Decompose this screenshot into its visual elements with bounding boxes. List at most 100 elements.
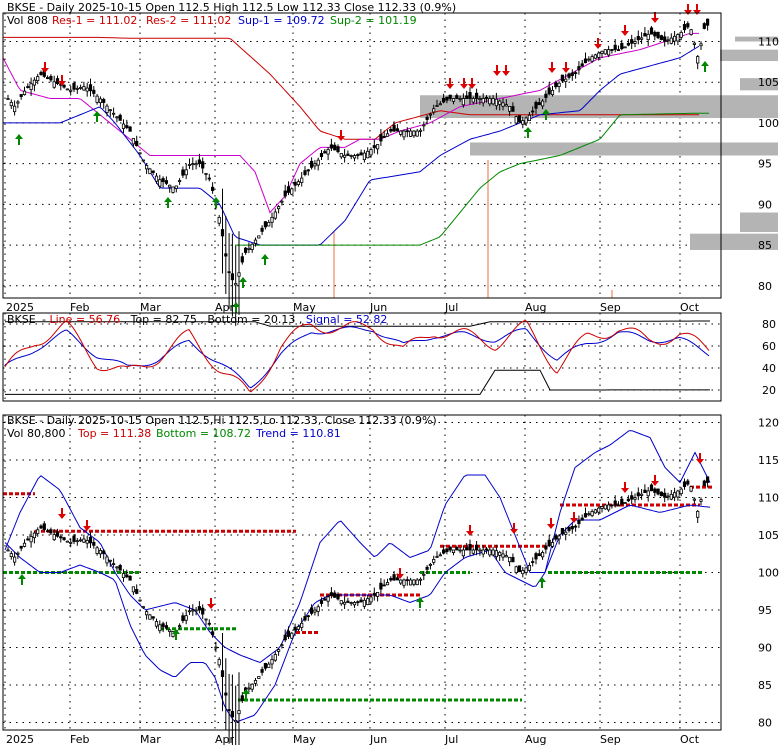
candle-body <box>369 596 373 603</box>
candle-body <box>69 89 73 92</box>
candle-body <box>597 507 601 513</box>
candle-body <box>243 247 248 253</box>
candle-body <box>696 510 700 518</box>
candle-body <box>389 578 393 581</box>
candle-body <box>138 599 142 602</box>
candle-body <box>154 175 159 182</box>
candle-body <box>105 105 109 113</box>
candle-body <box>293 181 297 186</box>
candle-body <box>257 676 261 679</box>
candle-body <box>326 596 330 602</box>
candle-body <box>128 575 132 581</box>
candle-body <box>131 586 135 593</box>
candle-body <box>309 607 314 614</box>
candle-body <box>290 632 294 639</box>
candle-body <box>9 101 13 107</box>
candle-body <box>590 56 594 62</box>
candle-body <box>270 659 274 665</box>
sell-arrow-head <box>570 518 578 523</box>
candle-body <box>82 86 86 91</box>
price-header-line1: BKSE - Daily 2025-10-15 Open 112.5 High … <box>7 1 456 14</box>
candle-body <box>405 579 409 582</box>
candle-body <box>26 538 30 541</box>
candle-body <box>507 106 512 112</box>
candle-body <box>217 216 221 224</box>
candle-body <box>32 79 37 86</box>
candle-body <box>316 606 320 612</box>
candle-body <box>484 548 489 551</box>
sell-arrow-head <box>562 68 570 73</box>
candle-body <box>392 124 396 132</box>
candle-body <box>511 557 515 563</box>
candle-body <box>461 549 466 557</box>
candle-body <box>158 624 162 632</box>
resistance-line <box>3 36 699 140</box>
candle-body <box>112 563 116 565</box>
candle-body <box>620 498 624 505</box>
candle-body <box>554 535 558 540</box>
price-x-tick-label: Feb <box>70 301 89 314</box>
candle-body <box>283 634 287 641</box>
buy-arrow-head <box>93 111 101 116</box>
price-header-res2: Res-2 = 111.02 <box>146 14 231 27</box>
candle-body <box>408 130 413 137</box>
candle-body <box>115 566 119 569</box>
candle-body <box>468 544 472 551</box>
price-y-tick-label: 100 <box>758 117 779 130</box>
oscillator-bottom-line <box>5 369 710 395</box>
price-x-tick-label: Jun <box>369 301 387 314</box>
candle-body <box>336 593 340 600</box>
candle-body <box>646 33 650 40</box>
candle-body <box>174 185 178 189</box>
candle-body <box>593 54 598 59</box>
candle-body <box>319 600 324 604</box>
candle-body <box>537 553 541 557</box>
candle-body <box>112 112 116 115</box>
candle-body <box>574 525 578 528</box>
candle-body <box>69 541 73 544</box>
support-2-line <box>235 112 709 246</box>
oscillator-y-tick-label: 20 <box>762 384 776 397</box>
buy-arrow-head <box>18 574 26 579</box>
candle-body <box>435 105 439 107</box>
sell-arrow-head <box>548 68 556 73</box>
candle-body <box>412 130 416 137</box>
candle-body <box>640 37 644 40</box>
sell-arrow-head <box>83 526 91 531</box>
candle-body <box>633 497 637 500</box>
candle-body <box>465 547 469 551</box>
sell-arrow-head <box>41 68 49 73</box>
candle-body <box>389 128 393 132</box>
candle-body <box>207 622 211 625</box>
candle-body <box>478 98 482 101</box>
bands-x-tick-label: Jun <box>369 733 387 745</box>
candle-body <box>692 42 697 45</box>
bands-header-vol: Vol 80,800 <box>7 427 65 440</box>
candle-body <box>273 654 277 661</box>
candle-body <box>706 476 710 483</box>
bands-header-bottom: Bottom = 108.72 <box>156 427 251 440</box>
candle-body <box>623 46 627 49</box>
candle-body <box>494 550 499 558</box>
candle-body <box>623 502 627 504</box>
candle-body <box>504 104 508 107</box>
candle-body <box>425 116 429 120</box>
bands-x-tick-label: Feb <box>70 733 89 745</box>
bands-x-tick-label: Sep <box>600 733 621 745</box>
bands-y-ticks: 80 85 90 95 100 105 110 115 120 <box>758 417 779 730</box>
candle-body <box>590 511 594 517</box>
candle-body <box>702 480 706 486</box>
candle-body <box>580 63 584 67</box>
bands-header-top: Top = 111.38 <box>77 427 151 440</box>
candle-body <box>46 77 50 79</box>
candle-body <box>537 102 541 106</box>
sell-arrow-head <box>337 136 345 141</box>
candle-body <box>62 537 66 540</box>
candle-body <box>29 83 33 90</box>
candle-body <box>702 23 706 29</box>
candle-body <box>339 600 343 605</box>
candle-body <box>240 695 244 701</box>
candle-body <box>247 247 251 250</box>
candle-body <box>52 534 56 541</box>
candle-body <box>659 491 664 497</box>
